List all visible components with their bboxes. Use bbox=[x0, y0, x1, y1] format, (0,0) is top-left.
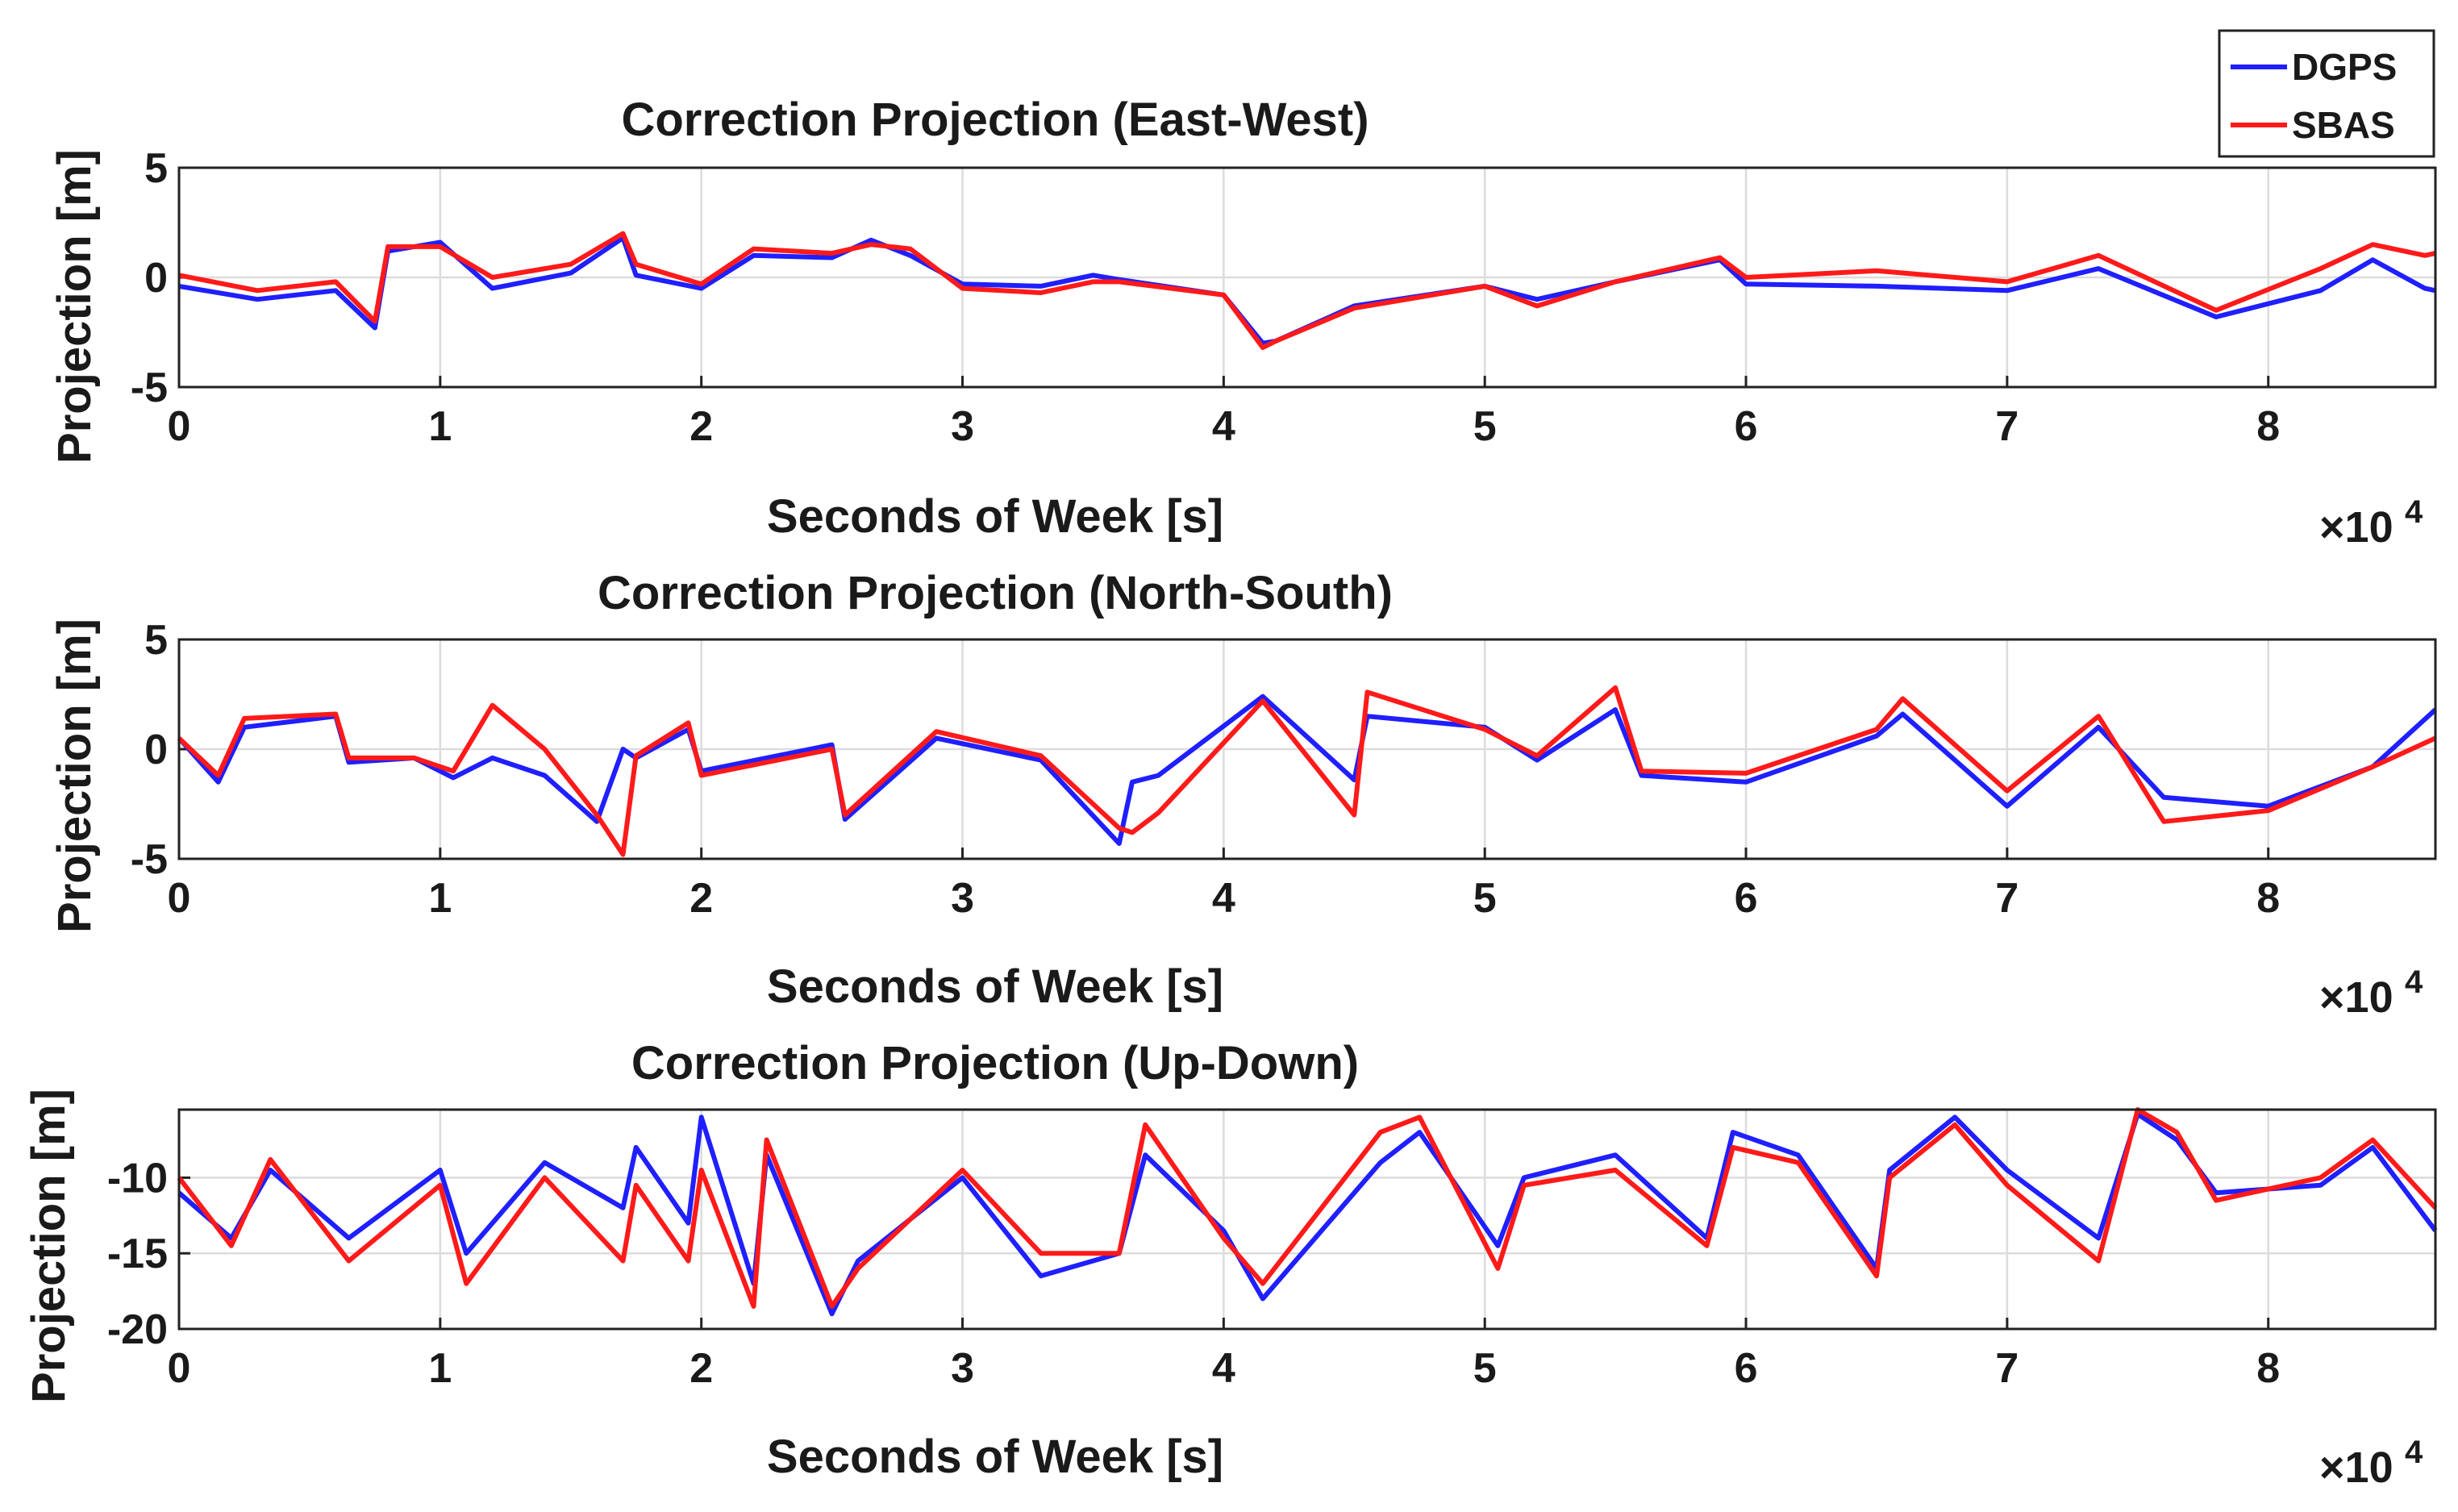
y-tick-label: -15 bbox=[107, 1231, 168, 1277]
y-axis-label: Projection [m] bbox=[48, 149, 101, 464]
legend-box bbox=[2218, 29, 2435, 158]
x-tick-label: 6 bbox=[1735, 1345, 1758, 1392]
y-tick-label: -5 bbox=[131, 364, 168, 411]
x-tick-label: 1 bbox=[428, 875, 452, 922]
x-exponent-base: ×10 bbox=[2319, 503, 2393, 552]
x-tick-labels: 0 1 2 3 4 5 6 7 8 bbox=[168, 403, 2281, 450]
y-tick-label: -10 bbox=[107, 1155, 168, 1202]
x-tick-label: 8 bbox=[2256, 403, 2280, 450]
y-tick-label: -20 bbox=[107, 1306, 168, 1353]
x-tick-label: 6 bbox=[1735, 875, 1758, 922]
x-axis-label: Seconds of Week [s] bbox=[767, 490, 1223, 543]
x-exponent-power: 4 bbox=[2405, 1435, 2423, 1470]
y-tick-label: 5 bbox=[144, 617, 168, 664]
y-axis-label: Projection [m] bbox=[23, 1089, 75, 1403]
chart-title: Correction Projection (East-West) bbox=[621, 94, 1369, 146]
panel-up-down: Correction Projection (Up-Down) 0 1 2 3 4 5 6 7… bbox=[23, 1037, 2438, 1492]
y-tick-label: 0 bbox=[144, 727, 168, 773]
x-tick-label: 3 bbox=[951, 403, 974, 450]
x-tick-label: 0 bbox=[168, 875, 191, 922]
y-tick-labels: -20 -15 -10 bbox=[107, 1155, 168, 1353]
series-line-dgps bbox=[177, 694, 2438, 846]
x-tick-label: 6 bbox=[1735, 403, 1758, 450]
legend-label-dgps: DGPS bbox=[2292, 46, 2397, 88]
y-tick-label: 0 bbox=[144, 255, 168, 302]
x-tick-label: 0 bbox=[168, 1345, 191, 1392]
series-layer bbox=[177, 1107, 2438, 1317]
x-tick-label: 2 bbox=[689, 1345, 713, 1392]
series-line-sbas bbox=[178, 231, 2436, 350]
chart-title: Correction Projection (Up-Down) bbox=[631, 1037, 1359, 1089]
y-tick-label: 5 bbox=[144, 145, 168, 192]
axes-frame bbox=[177, 1108, 2437, 1331]
x-tick-label: 4 bbox=[1212, 1345, 1235, 1392]
x-tick-label: 4 bbox=[1212, 875, 1235, 922]
x-tick-labels: 0 1 2 3 4 5 6 7 8 bbox=[168, 1345, 2281, 1392]
chart-title: Correction Projection (North-South) bbox=[598, 567, 1393, 619]
x-tick-label: 7 bbox=[1995, 403, 2018, 450]
panel-north-south: Correction Projection (North-South) 0 1 2 3… bbox=[48, 567, 2438, 1022]
x-tick-label: 1 bbox=[428, 1345, 452, 1392]
y-tick-label: -5 bbox=[131, 836, 168, 883]
x-tick-labels: 0 1 2 3 4 5 6 7 8 bbox=[168, 875, 2281, 922]
x-tick-label: 7 bbox=[1995, 1345, 2018, 1392]
series-line-dgps bbox=[177, 1111, 2438, 1317]
x-tick-label: 2 bbox=[689, 875, 713, 922]
x-tick-label: 2 bbox=[689, 403, 713, 450]
x-tick-label: 5 bbox=[1473, 1345, 1497, 1392]
x-exponent-base: ×10 bbox=[2319, 1443, 2393, 1492]
x-tick-label: 1 bbox=[428, 403, 452, 450]
series-line-sbas bbox=[177, 1107, 2438, 1309]
y-axis-label: Projection [m] bbox=[48, 619, 101, 933]
x-tick-label: 5 bbox=[1473, 875, 1497, 922]
x-exponent-base: ×10 bbox=[2319, 973, 2393, 1022]
y-tick-labels: -5 0 5 bbox=[131, 145, 168, 411]
series-line-dgps bbox=[178, 235, 2436, 346]
axes-frame bbox=[177, 166, 2437, 389]
series-layer bbox=[178, 231, 2436, 350]
x-tick-label: 8 bbox=[2256, 1345, 2280, 1392]
x-exponent-power: 4 bbox=[2405, 964, 2423, 1000]
x-tick-label: 3 bbox=[951, 1345, 974, 1392]
x-tick-label: 4 bbox=[1212, 403, 1235, 450]
x-tick-label: 0 bbox=[168, 403, 191, 450]
series-line-sbas bbox=[177, 685, 2437, 857]
x-axis-label: Seconds of Week [s] bbox=[767, 960, 1223, 1013]
legend: DGPS SBAS bbox=[2218, 29, 2435, 158]
y-tick-labels: -5 0 5 bbox=[131, 617, 168, 883]
legend-label-sbas: SBAS bbox=[2292, 104, 2395, 146]
x-tick-label: 8 bbox=[2256, 875, 2280, 922]
x-tick-label: 5 bbox=[1473, 403, 1497, 450]
panel-east-west: Correction Projection (East-West) 0 1 2 3 4 5… bbox=[48, 94, 2437, 552]
x-tick-label: 7 bbox=[1995, 875, 2018, 922]
x-tick-label: 3 bbox=[951, 875, 974, 922]
x-axis-label: Seconds of Week [s] bbox=[767, 1431, 1223, 1483]
x-exponent-power: 4 bbox=[2405, 494, 2423, 530]
series-layer bbox=[177, 685, 2438, 857]
axes-frame bbox=[177, 638, 2437, 860]
